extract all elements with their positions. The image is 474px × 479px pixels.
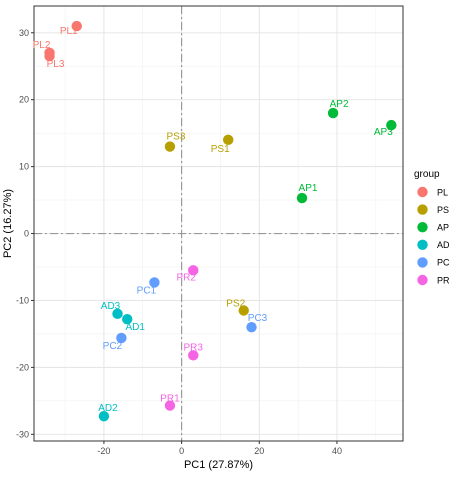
point-pr1 (164, 400, 176, 411)
point-pl3 (44, 50, 55, 62)
point-pc2 (116, 332, 127, 344)
y-tick-label: 0 (24, 229, 29, 239)
y-tick-label: 10 (19, 162, 29, 172)
point-label-ad2: AD2 (98, 403, 118, 414)
legend-label-ps: PS (437, 205, 449, 215)
point-pr3 (188, 350, 199, 361)
point-ap3 (386, 119, 397, 131)
x-tick-label: 0 (179, 446, 184, 456)
point-label-pl1: PL1 (60, 26, 78, 37)
legend-label-ap: AP (437, 223, 449, 233)
point-ap2 (327, 107, 339, 119)
point-pl1 (71, 20, 82, 32)
legend-marker-pr (417, 274, 428, 286)
x-tick-label: 20 (254, 446, 264, 456)
axis-ticks: -20 0 20 40 -30 -20 -10 0 10 20 30 (16, 28, 342, 456)
y-tick-label: -20 (16, 362, 29, 372)
point-label-pc1: PC1 (137, 285, 157, 296)
point-label-ad1: AD1 (125, 322, 145, 333)
point-ap1 (296, 192, 308, 204)
legend-marker-ad (417, 239, 428, 250)
legend-label-pr: PR (437, 275, 450, 285)
point-label-ps1: PS1 (211, 144, 230, 155)
y-tick-label: 30 (19, 28, 29, 38)
data-points (44, 20, 397, 422)
legend-marker-ps (417, 204, 428, 215)
legend: group PL PS AP AD PC PR (414, 169, 450, 289)
legend-marker-pc (417, 257, 428, 268)
point-label-ps2: PS2 (226, 299, 245, 310)
x-tick-label: 40 (332, 446, 342, 456)
legend-label-ad: AD (437, 240, 450, 250)
reference-lines (34, 6, 403, 441)
point-label-pr1: PR1 (160, 394, 180, 405)
point-label-pr2: PR2 (177, 272, 197, 283)
point-pr2 (188, 265, 199, 276)
panel-border (33, 5, 404, 442)
point-ad3 (112, 308, 123, 320)
point-label-pc2: PC2 (103, 341, 123, 352)
y-tick-label: -10 (16, 295, 29, 305)
point-ad1 (122, 314, 133, 325)
point-pc1 (149, 277, 160, 288)
point-label-pr3: PR3 (184, 342, 204, 353)
y-tick-label: -30 (16, 429, 29, 439)
legend-marker-pl (417, 186, 428, 198)
point-labels: PL1 PL2 PL3 PS1 PS2 PS3 AP1 AP2 AP3 AD1 AD2 AD3 PC1 P… (33, 26, 394, 414)
point-ps3 (164, 141, 176, 152)
legend-marker-ap (417, 222, 428, 233)
point-label-ad3: AD3 (101, 301, 121, 312)
point-label-ap2: AP2 (330, 99, 349, 110)
point-label-ps3: PS3 (166, 132, 185, 143)
point-label-pl2: PL2 (33, 40, 51, 51)
point-label-ap3: AP3 (374, 127, 393, 138)
y-tick-label: 20 (19, 95, 29, 105)
point-label-pl3: PL3 (47, 59, 65, 70)
legend-label-pl: PL (437, 187, 448, 197)
point-pc3 (246, 322, 257, 333)
legend-items: PL PS AP AD PC PR (414, 183, 450, 289)
point-ad2 (98, 411, 110, 422)
x-axis-label: PC1 (27.87%) (184, 459, 253, 471)
legend-label-pc: PC (437, 258, 450, 268)
legend-title: group (414, 169, 440, 180)
x-tick-label: -20 (97, 446, 110, 456)
y-axis-label: PC2 (16.27%) (2, 189, 14, 258)
point-label-ap1: AP1 (299, 183, 318, 194)
point-ps1 (223, 134, 234, 146)
point-label-pc3: PC3 (248, 313, 268, 324)
point-ps2 (238, 305, 249, 316)
